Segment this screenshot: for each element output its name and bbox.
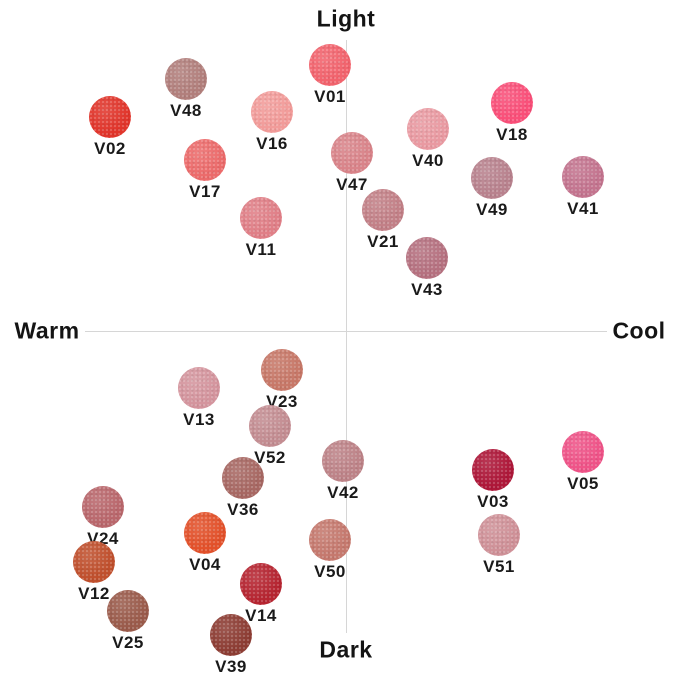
shade-swatch-circle	[222, 457, 264, 499]
shade-label: V25	[112, 633, 144, 652]
shade-label: V18	[496, 125, 528, 144]
shade-swatch-circle	[491, 82, 533, 124]
shade-swatch-circle	[478, 514, 520, 556]
shade-label: V12	[78, 584, 110, 603]
shade-label: V42	[327, 483, 359, 502]
shade-swatch-circle	[472, 449, 514, 491]
shade-swatch-circle	[322, 440, 364, 482]
shade-swatch-circle	[240, 197, 282, 239]
shade-label: V52	[254, 448, 286, 467]
shade-label: V48	[170, 101, 202, 120]
shade-label: V47	[336, 175, 368, 194]
shade-label: V50	[314, 562, 346, 581]
shade-label: V51	[483, 557, 515, 576]
shade-swatch-circle	[184, 139, 226, 181]
shade-label: V11	[245, 240, 277, 259]
axis-label-dark: Dark	[319, 636, 373, 663]
shade-swatch-circle	[73, 541, 115, 583]
shade-swatch-circle	[82, 486, 124, 528]
shade-label: V14	[245, 606, 277, 625]
shade-swatch-circle	[562, 156, 604, 198]
shade-label: V41	[567, 199, 599, 218]
axis-label-warm: Warm	[14, 317, 80, 344]
shade-swatch-circle	[406, 237, 448, 279]
shade-swatch-circle	[331, 132, 373, 174]
shade-swatch-circle	[309, 44, 351, 86]
axis-label-cool: Cool	[612, 317, 666, 344]
shade-label: V36	[227, 500, 259, 519]
shade-swatch-circle	[407, 108, 449, 150]
shade-swatch-circle	[471, 157, 513, 199]
shade-label: V02	[94, 139, 126, 158]
shade-swatch-circle	[165, 58, 207, 100]
shade-swatch-circle	[562, 431, 604, 473]
shade-swatch-circle	[261, 349, 303, 391]
shade-swatch-circle	[210, 614, 252, 656]
shade-label: V05	[567, 474, 599, 493]
shade-swatch-circle	[362, 189, 404, 231]
shade-label: V39	[215, 657, 247, 676]
shade-swatch-circle	[249, 405, 291, 447]
shade-swatch-circle	[178, 367, 220, 409]
shade-label: V13	[183, 410, 215, 429]
shade-label: V21	[367, 232, 399, 251]
shade-swatch-circle	[240, 563, 282, 605]
shade-label: V03	[477, 492, 509, 511]
shade-label: V40	[412, 151, 444, 170]
shade-label: V16	[256, 134, 288, 153]
axis-label-light: Light	[316, 5, 376, 32]
shade-swatch-circle	[251, 91, 293, 133]
shade-label: V43	[411, 280, 443, 299]
shade-label: V17	[189, 182, 221, 201]
vertical-axis-line	[346, 40, 347, 633]
shade-label: V49	[476, 200, 508, 219]
shade-swatch-circle	[89, 96, 131, 138]
shade-label: V01	[314, 87, 346, 106]
shade-swatch-circle	[107, 590, 149, 632]
shade-label: V04	[189, 555, 221, 574]
shade-swatch-circle	[309, 519, 351, 561]
shade-swatch-circle	[184, 512, 226, 554]
